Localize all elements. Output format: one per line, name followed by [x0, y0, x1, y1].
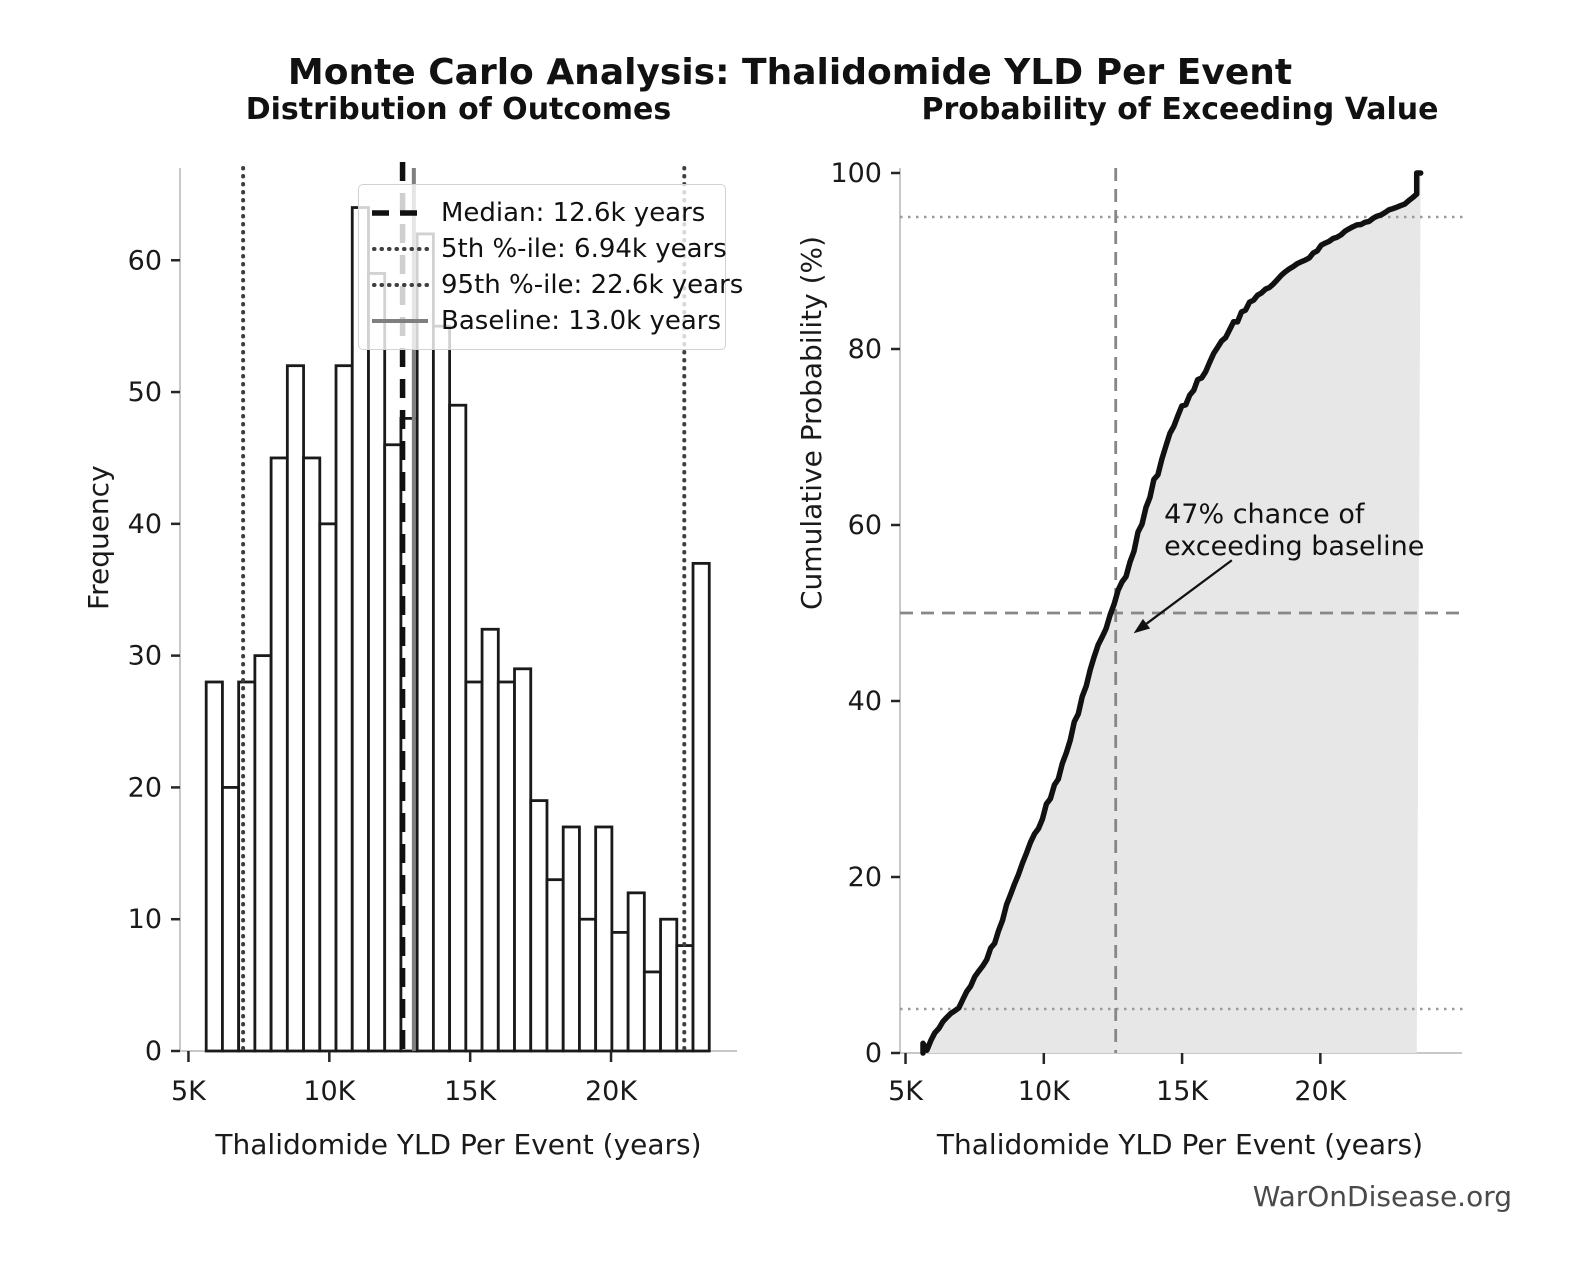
histogram-bar — [529, 799, 549, 1053]
legend-label-p5: 5th %-ile: 6.94k years — [441, 234, 727, 264]
svg-text:60: 60 — [128, 245, 162, 276]
histogram-bar — [285, 364, 305, 1053]
median-line-sample-icon — [372, 210, 428, 216]
svg-text:0: 0 — [145, 1036, 162, 1067]
cdf-annotation-line2: exceeding baseline — [1164, 530, 1425, 562]
legend-item-p95: 95th %-ile: 22.6k years — [371, 267, 743, 303]
svg-text:40: 40 — [128, 509, 162, 540]
histogram-bar — [610, 930, 630, 1053]
histogram-bar — [578, 917, 598, 1053]
figure-title: Monte Carlo Analysis: Thalidomide YLD Pe… — [287, 52, 1293, 93]
histogram-bar — [383, 443, 403, 1053]
histogram-bar — [318, 522, 338, 1053]
histogram-bar — [302, 456, 322, 1053]
legend-label-median: Median: 12.6k years — [441, 198, 706, 228]
annotation-arrow-line — [1145, 559, 1233, 625]
legend-item-p5: 5th %-ile: 6.94k years — [371, 231, 727, 267]
histogram-bar — [594, 825, 614, 1053]
svg-text:0: 0 — [865, 1038, 882, 1069]
histogram-bar — [513, 667, 533, 1053]
legend-item-median: Median: 12.6k years — [371, 195, 713, 231]
svg-text:10K: 10K — [303, 1076, 356, 1107]
histogram-bar — [415, 232, 435, 1053]
histogram-bar — [545, 878, 565, 1053]
annotation-arrowhead-icon — [1133, 618, 1151, 634]
legend-item-baseline: Baseline: 13.0k years — [371, 303, 721, 339]
histogram-bar — [642, 970, 662, 1053]
cdf-curve — [920, 170, 1424, 1056]
histogram-plot: 5K 10K 15K 20K 0 10 20 30 40 50 60 — [128, 162, 737, 1107]
histogram-bar — [334, 364, 354, 1053]
cdf-annotation: 47% chance of exceeding baseline — [1164, 499, 1424, 563]
svg-text:5K: 5K — [171, 1076, 207, 1107]
histogram-bar — [480, 627, 500, 1053]
cdf-title: Probability of Exceeding Value — [921, 92, 1439, 127]
svg-text:5K: 5K — [888, 1076, 924, 1107]
svg-text:60: 60 — [848, 510, 882, 541]
svg-text:30: 30 — [128, 641, 162, 672]
histogram-bar — [464, 680, 484, 1053]
svg-text:15K: 15K — [444, 1076, 497, 1107]
histogram-bar — [496, 680, 516, 1053]
histogram-xlabel: Thalidomide YLD Per Event (years) — [215, 1128, 702, 1161]
svg-text:40: 40 — [848, 686, 882, 717]
svg-text:20: 20 — [128, 772, 162, 803]
histogram-bar — [626, 891, 646, 1053]
svg-text:15K: 15K — [1156, 1076, 1209, 1107]
histogram-bar — [269, 456, 289, 1053]
svg-text:20K: 20K — [1294, 1076, 1347, 1107]
svg-text:20: 20 — [848, 862, 882, 893]
legend-label-p95: 95th %-ile: 22.6k years — [441, 270, 744, 300]
histogram-bar — [237, 680, 257, 1053]
histogram-title: Distribution of Outcomes — [245, 92, 672, 127]
cdf-annotation-line1: 47% chance of — [1164, 498, 1365, 530]
histogram-bar — [367, 272, 387, 1053]
histogram-bar — [431, 324, 452, 1053]
histogram-bar — [691, 561, 711, 1053]
legend: Median: 12.6k years 5th %-ile: 6.94k yea… — [358, 184, 743, 350]
histogram-bar — [221, 786, 241, 1053]
cdf-xlabel: Thalidomide YLD Per Event (years) — [936, 1128, 1424, 1161]
histogram-bar — [448, 403, 468, 1053]
baseline-line-sample-icon — [372, 319, 428, 323]
svg-text:20K: 20K — [585, 1076, 638, 1107]
histogram-bar — [561, 825, 581, 1053]
cdf-plot: 5K 10K 15K 20K 0 20 40 60 80 100 — [830, 158, 1465, 1107]
svg-text:10: 10 — [128, 904, 162, 935]
histogram-bar — [253, 654, 273, 1053]
histogram-bar — [204, 680, 224, 1053]
p5-line-sample-icon — [372, 247, 429, 251]
svg-text:100: 100 — [830, 158, 882, 189]
histogram-bar — [659, 917, 679, 1053]
svg-text:10K: 10K — [1018, 1076, 1071, 1107]
legend-label-baseline: Baseline: 13.0k years — [441, 306, 722, 336]
p95-line-sample-icon — [372, 283, 429, 287]
svg-text:50: 50 — [128, 377, 162, 408]
watermark: WarOnDisease.org — [1252, 1180, 1512, 1213]
svg-text:80: 80 — [848, 334, 882, 365]
cdf-area-fill — [922, 173, 1421, 1053]
